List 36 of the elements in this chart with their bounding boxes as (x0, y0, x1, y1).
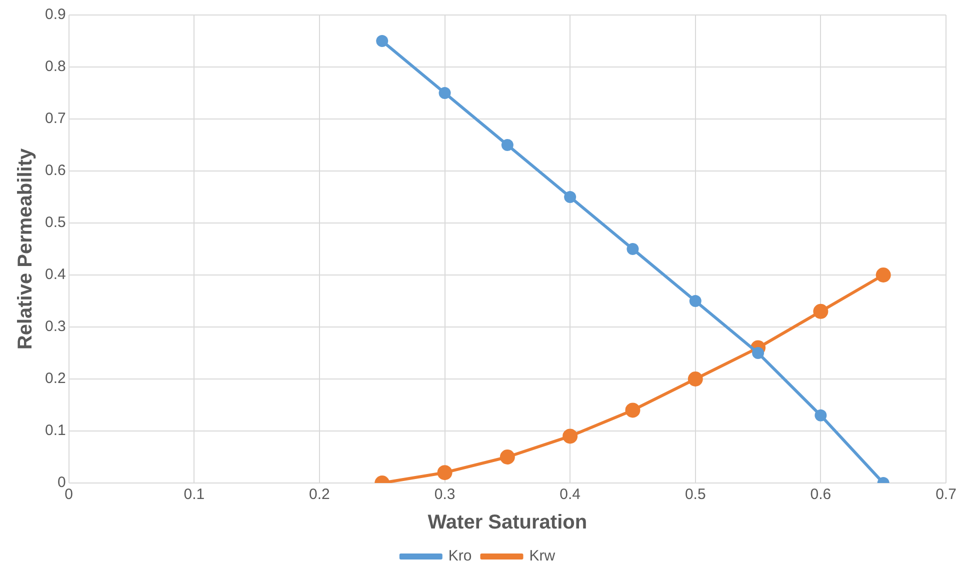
x-tick-label: 0.4 (560, 486, 581, 504)
x-tick-label: 0.5 (684, 486, 706, 504)
point (562, 428, 578, 444)
point (688, 372, 703, 386)
point (437, 465, 452, 480)
point (813, 304, 828, 319)
x-tick-label: 0.3 (434, 486, 456, 504)
y-tick-label: 0.8 (44, 58, 66, 76)
y-tick-label: 0.1 (44, 422, 66, 440)
point (626, 243, 639, 255)
point (376, 35, 388, 47)
y-tick-label: 0.6 (44, 162, 66, 180)
point (501, 139, 514, 151)
point (438, 87, 451, 99)
y-tick-label: 0.3 (44, 318, 66, 336)
x-axis-title: Water Saturation (428, 512, 588, 534)
point (752, 347, 764, 359)
x-tick-label: 0.2 (309, 486, 330, 504)
x-tick-label: 0.1 (184, 486, 205, 504)
legend-label: Kro (448, 548, 472, 565)
point (625, 402, 640, 418)
y-axis-title: Relative Permeability (14, 148, 37, 350)
x-tick-label: 0.6 (810, 486, 832, 504)
point (814, 409, 827, 422)
y-tick-label: 0.2 (44, 370, 66, 388)
point (500, 450, 515, 464)
point (564, 191, 576, 203)
y-tick-label: 0.4 (44, 266, 66, 284)
legend-label: Krw (529, 548, 556, 565)
y-tick-label: 0.9 (44, 6, 66, 24)
point (876, 268, 891, 282)
y-tick-label: 0.5 (44, 214, 66, 232)
y-tick-label: 0 (58, 474, 66, 492)
x-tick-label: 0.7 (936, 486, 956, 504)
y-tick-label: 0.7 (44, 110, 66, 128)
point (689, 295, 702, 307)
